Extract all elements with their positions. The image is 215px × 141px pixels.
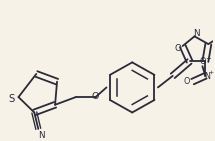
Text: N: N (193, 29, 200, 38)
Text: S: S (8, 94, 15, 104)
Text: N: N (38, 131, 45, 140)
Text: N: N (204, 72, 210, 81)
Text: O: O (183, 77, 190, 86)
Text: +: + (209, 70, 214, 74)
Text: −: − (206, 56, 211, 61)
Text: O: O (199, 57, 206, 66)
Text: O: O (92, 92, 99, 101)
Text: O: O (174, 44, 181, 53)
